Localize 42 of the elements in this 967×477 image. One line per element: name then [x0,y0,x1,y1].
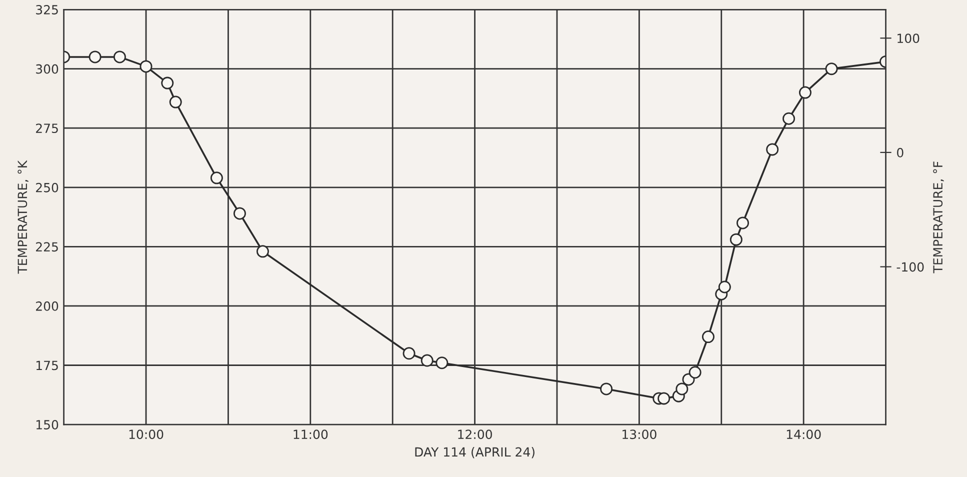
point [140,60,152,73]
x-axis-title: DAY 114 (APRIL 24) [415,447,534,458]
y2-tick-label: 0 [897,148,904,158]
point [798,86,812,99]
point [169,96,182,108]
point [436,356,448,370]
point [718,280,731,294]
x-tick-label: 14:00 [786,430,821,440]
y-axis-title: TEMPERATURE, °K [18,160,28,274]
point [688,366,702,379]
point [702,330,714,344]
x-tick-label: 10:00 [129,430,164,440]
point [600,382,613,396]
point [736,216,750,230]
point [233,207,246,220]
point [210,172,223,184]
y-tick-label: 200 [36,301,58,311]
x-tick-label: 13:00 [622,430,656,440]
point [825,62,838,76]
y-tick-label: 275 [36,124,58,134]
point [782,112,796,125]
point [402,347,416,360]
point [420,354,434,367]
y-tick-label: 250 [36,182,58,192]
point [88,50,102,64]
point [676,382,688,396]
point [658,392,670,405]
x-tick-label: 12:00 [458,430,492,440]
y2-tick-label: -100 [896,262,924,272]
point [161,76,174,90]
point [766,143,779,156]
y-tick-label: 300 [36,64,58,74]
point [256,245,269,258]
y-tick-label: 150 [36,420,58,430]
y-tick-label: 175 [36,360,58,370]
x-tick-label: 11:00 [294,430,328,440]
y2-tick-label: 100 [898,34,920,44]
point [730,233,742,246]
y-tick-label: 325 [36,5,58,14]
point [113,50,126,64]
y2-axis-title: TEMPERATURE, °F [933,162,944,274]
y-tick-label: 225 [36,242,58,252]
